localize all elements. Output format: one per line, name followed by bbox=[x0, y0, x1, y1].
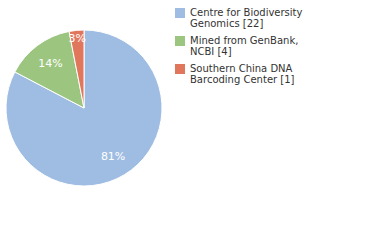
slices bbox=[6, 30, 162, 186]
legend-label: Centre for BiodiversityGenomics [22] bbox=[190, 7, 303, 29]
legend-swatch bbox=[175, 36, 185, 46]
legend-swatch bbox=[175, 64, 185, 74]
slice bbox=[6, 30, 162, 186]
data-label: 81% bbox=[101, 150, 125, 163]
chart: 81% 14% 3% Centre for BiodiversityGenomics … bbox=[0, 0, 380, 240]
legend-label: Mined from GenBank,NCBI [4] bbox=[190, 35, 298, 57]
legend: Centre for BiodiversityGenomics [22] Mine… bbox=[175, 7, 303, 85]
legend-label: Southern China DNABarcoding Center [1] bbox=[190, 63, 295, 85]
data-label: 3% bbox=[69, 32, 86, 45]
legend-swatch bbox=[175, 8, 185, 18]
data-label: 14% bbox=[38, 57, 62, 70]
